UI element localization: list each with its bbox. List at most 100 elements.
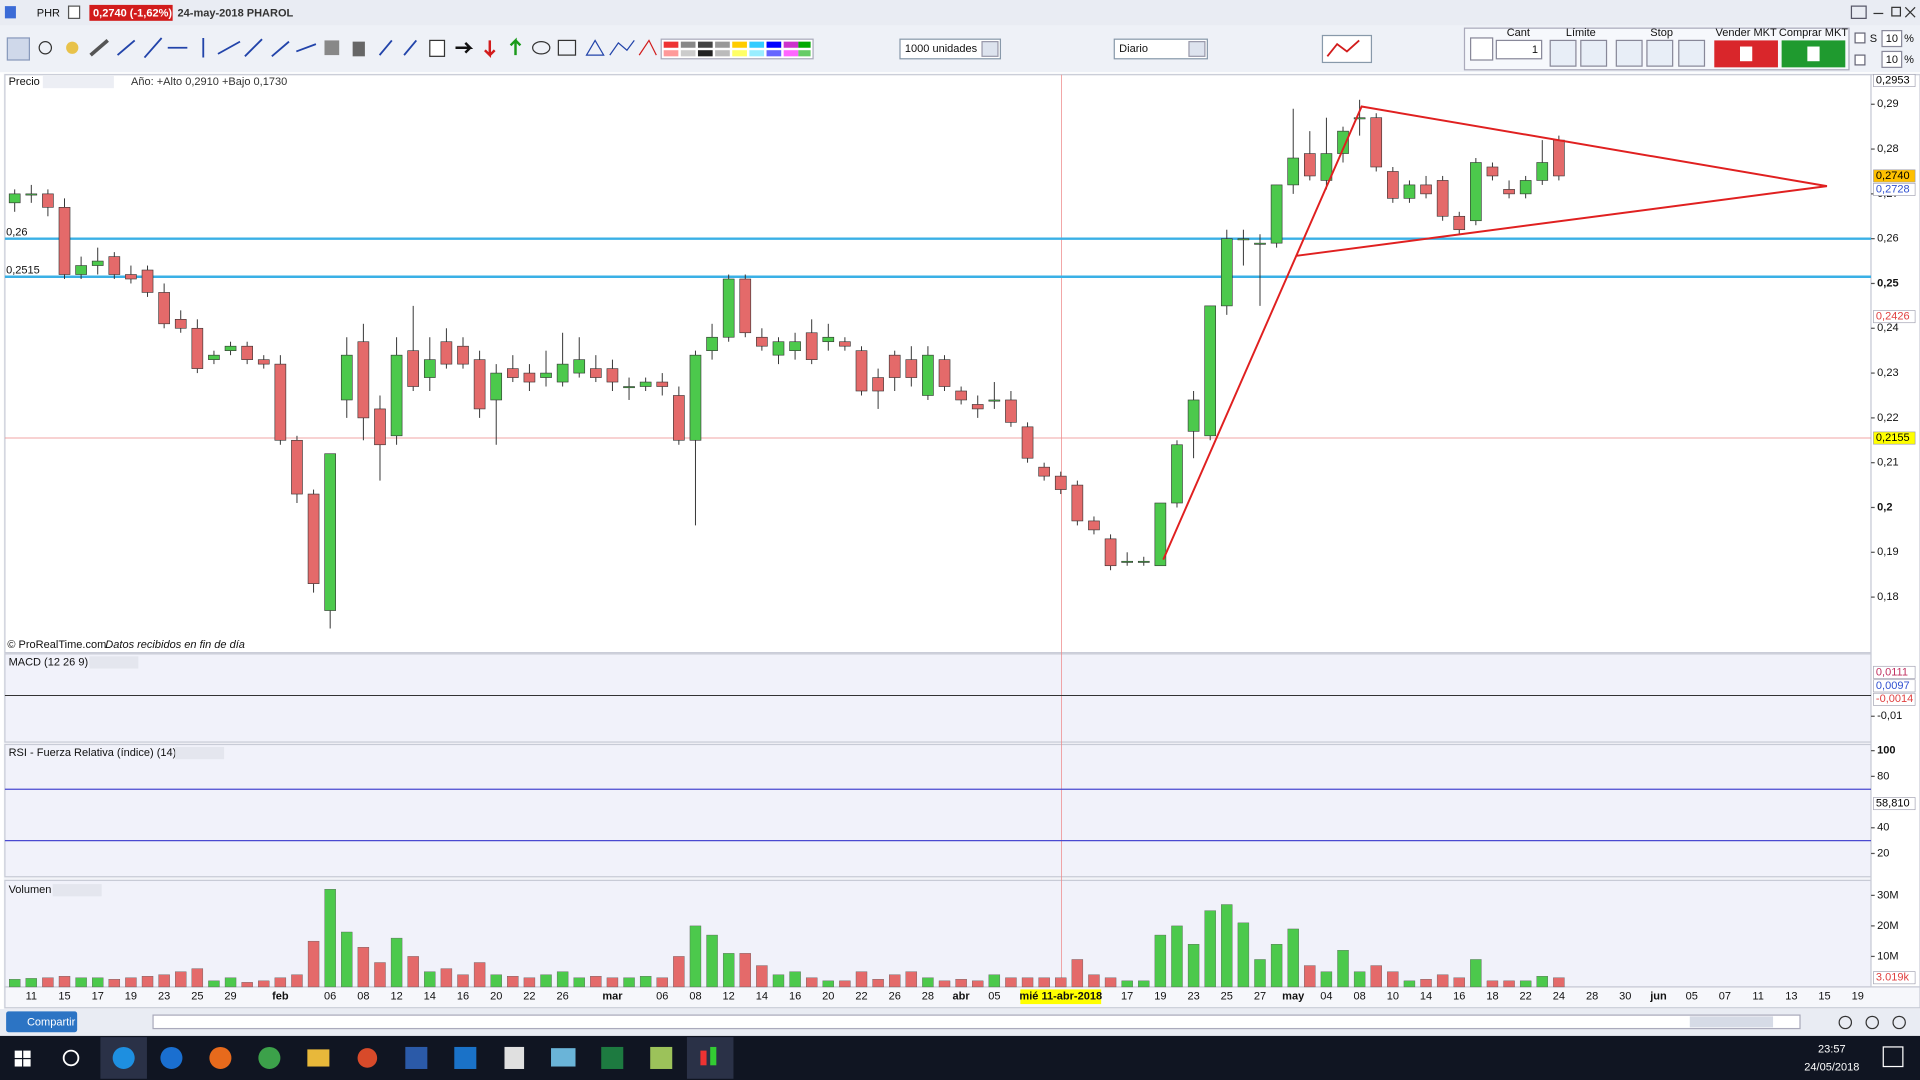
volume-panel xyxy=(4,879,1872,988)
volume-bar xyxy=(440,968,453,988)
scroll-thumb[interactable] xyxy=(1689,1016,1774,1028)
candle-body xyxy=(1154,502,1167,567)
credit-note: Datos recibidos en fin de día xyxy=(105,639,245,651)
search-icon[interactable] xyxy=(62,1049,80,1067)
task-excel[interactable] xyxy=(601,1046,624,1069)
volume-bar xyxy=(291,974,303,988)
rsi-buttons[interactable] xyxy=(175,746,225,760)
price-subtitle: Año: +Alto 0,2910 +Bajo 0,1730 xyxy=(131,76,287,88)
tool-alert[interactable] xyxy=(66,41,79,54)
candle-body xyxy=(689,354,702,441)
task-app3[interactable] xyxy=(650,1046,673,1069)
volume-bar xyxy=(972,980,984,988)
volume-bar xyxy=(872,979,884,988)
zoom-fit[interactable] xyxy=(1838,1015,1853,1030)
x-tick-label: 16 xyxy=(1453,991,1465,1003)
tool-ellipse[interactable] xyxy=(532,41,551,55)
y-tick-label: 0,23 xyxy=(1877,367,1898,379)
volume-bar xyxy=(457,974,469,988)
tool-brush[interactable] xyxy=(324,40,340,56)
tool-up[interactable] xyxy=(509,37,522,56)
task-chrome[interactable] xyxy=(258,1046,281,1069)
zoom-out[interactable] xyxy=(1865,1015,1879,1030)
volume-bar xyxy=(922,977,934,988)
maximize-button[interactable] xyxy=(1891,6,1902,17)
limit-sell[interactable] xyxy=(1580,39,1608,67)
volume-bar xyxy=(623,977,635,988)
period-select[interactable] xyxy=(1113,38,1208,60)
info-icon[interactable] xyxy=(67,5,81,19)
period-dropdown[interactable] xyxy=(1188,41,1206,57)
x-tick-label: 19 xyxy=(125,991,137,1003)
task-app2[interactable] xyxy=(551,1048,576,1067)
candle-body xyxy=(407,350,420,387)
x-tick-label: 22 xyxy=(1520,991,1532,1003)
tool-text[interactable] xyxy=(429,39,446,57)
volume-bar xyxy=(341,931,353,988)
stop-sell[interactable] xyxy=(1646,39,1674,67)
quantity-dropdown[interactable] xyxy=(981,41,999,57)
tool-arrow[interactable] xyxy=(455,41,474,54)
tool-delete[interactable] xyxy=(352,41,365,57)
x-tick-label: 05 xyxy=(1686,991,1698,1003)
task-explorer[interactable] xyxy=(307,1049,330,1067)
x-tick-label: 14 xyxy=(1420,991,1432,1003)
indicator-button[interactable] xyxy=(1321,34,1373,64)
candle-body xyxy=(1536,162,1549,181)
stop-other[interactable] xyxy=(1678,39,1706,67)
y-tick-label: 30M xyxy=(1877,889,1898,901)
x-tick-label: 15 xyxy=(1818,991,1830,1003)
task-firefox[interactable] xyxy=(209,1046,232,1069)
volume-buttons[interactable] xyxy=(52,884,102,897)
notifications[interactable] xyxy=(1882,1046,1904,1068)
tool-zoom[interactable] xyxy=(38,41,53,55)
candle-body xyxy=(839,341,851,347)
stop-buy[interactable] xyxy=(1615,39,1643,67)
tool-wave[interactable] xyxy=(638,39,657,56)
x-tick-label: jun xyxy=(1649,991,1667,1003)
tool-fib[interactable] xyxy=(378,39,418,56)
triangle-drawing[interactable] xyxy=(1162,105,1828,560)
limit-buy[interactable] xyxy=(1549,39,1577,67)
task-edge[interactable] xyxy=(160,1046,183,1069)
task-app[interactable] xyxy=(357,1048,378,1068)
price-panel-buttons[interactable] xyxy=(42,75,114,89)
task-calculator[interactable] xyxy=(504,1046,525,1069)
tool-rect[interactable] xyxy=(557,39,577,56)
candle-body xyxy=(855,350,868,392)
share-button[interactable] xyxy=(6,1011,78,1033)
candle-body xyxy=(208,354,220,360)
symbol[interactable]: PHR xyxy=(37,7,60,19)
candle-body xyxy=(922,354,934,396)
credit: © ProRealTime.com xyxy=(7,639,106,651)
tool-down[interactable] xyxy=(484,40,496,59)
quote: 0,2740 (-1,62%) xyxy=(93,7,172,19)
cant-input[interactable] xyxy=(1495,39,1543,60)
candle-body xyxy=(1187,399,1200,432)
layout-button[interactable] xyxy=(1850,5,1867,19)
macd-buttons[interactable] xyxy=(89,656,139,669)
sell-label: Vender MKT xyxy=(1716,27,1777,39)
candle-body xyxy=(357,341,370,419)
candle-body xyxy=(1204,305,1217,437)
s-checkbox[interactable] xyxy=(1854,32,1866,44)
tool-lines[interactable] xyxy=(116,37,317,59)
close-button[interactable] xyxy=(1904,6,1916,18)
limit-label: Límite xyxy=(1566,27,1596,39)
y-tick-label: 0,21 xyxy=(1877,457,1898,469)
candle-body xyxy=(457,345,469,365)
tool-shapes[interactable] xyxy=(585,39,635,56)
quantity-select[interactable] xyxy=(899,38,1002,60)
candle-body xyxy=(1005,399,1017,423)
task-word[interactable] xyxy=(405,1046,428,1069)
candle-body xyxy=(1553,139,1565,177)
task-outlook[interactable] xyxy=(454,1046,477,1069)
scrollbar[interactable] xyxy=(152,1014,1801,1030)
pct-input-2[interactable] xyxy=(1881,50,1903,68)
zoom-in[interactable] xyxy=(1892,1015,1906,1030)
pct-checkbox[interactable] xyxy=(1854,54,1866,66)
tool-pointer[interactable] xyxy=(6,37,30,61)
tool-ruler[interactable] xyxy=(89,39,109,57)
pct-input-1[interactable] xyxy=(1881,30,1903,48)
order-settings[interactable] xyxy=(1470,37,1494,61)
